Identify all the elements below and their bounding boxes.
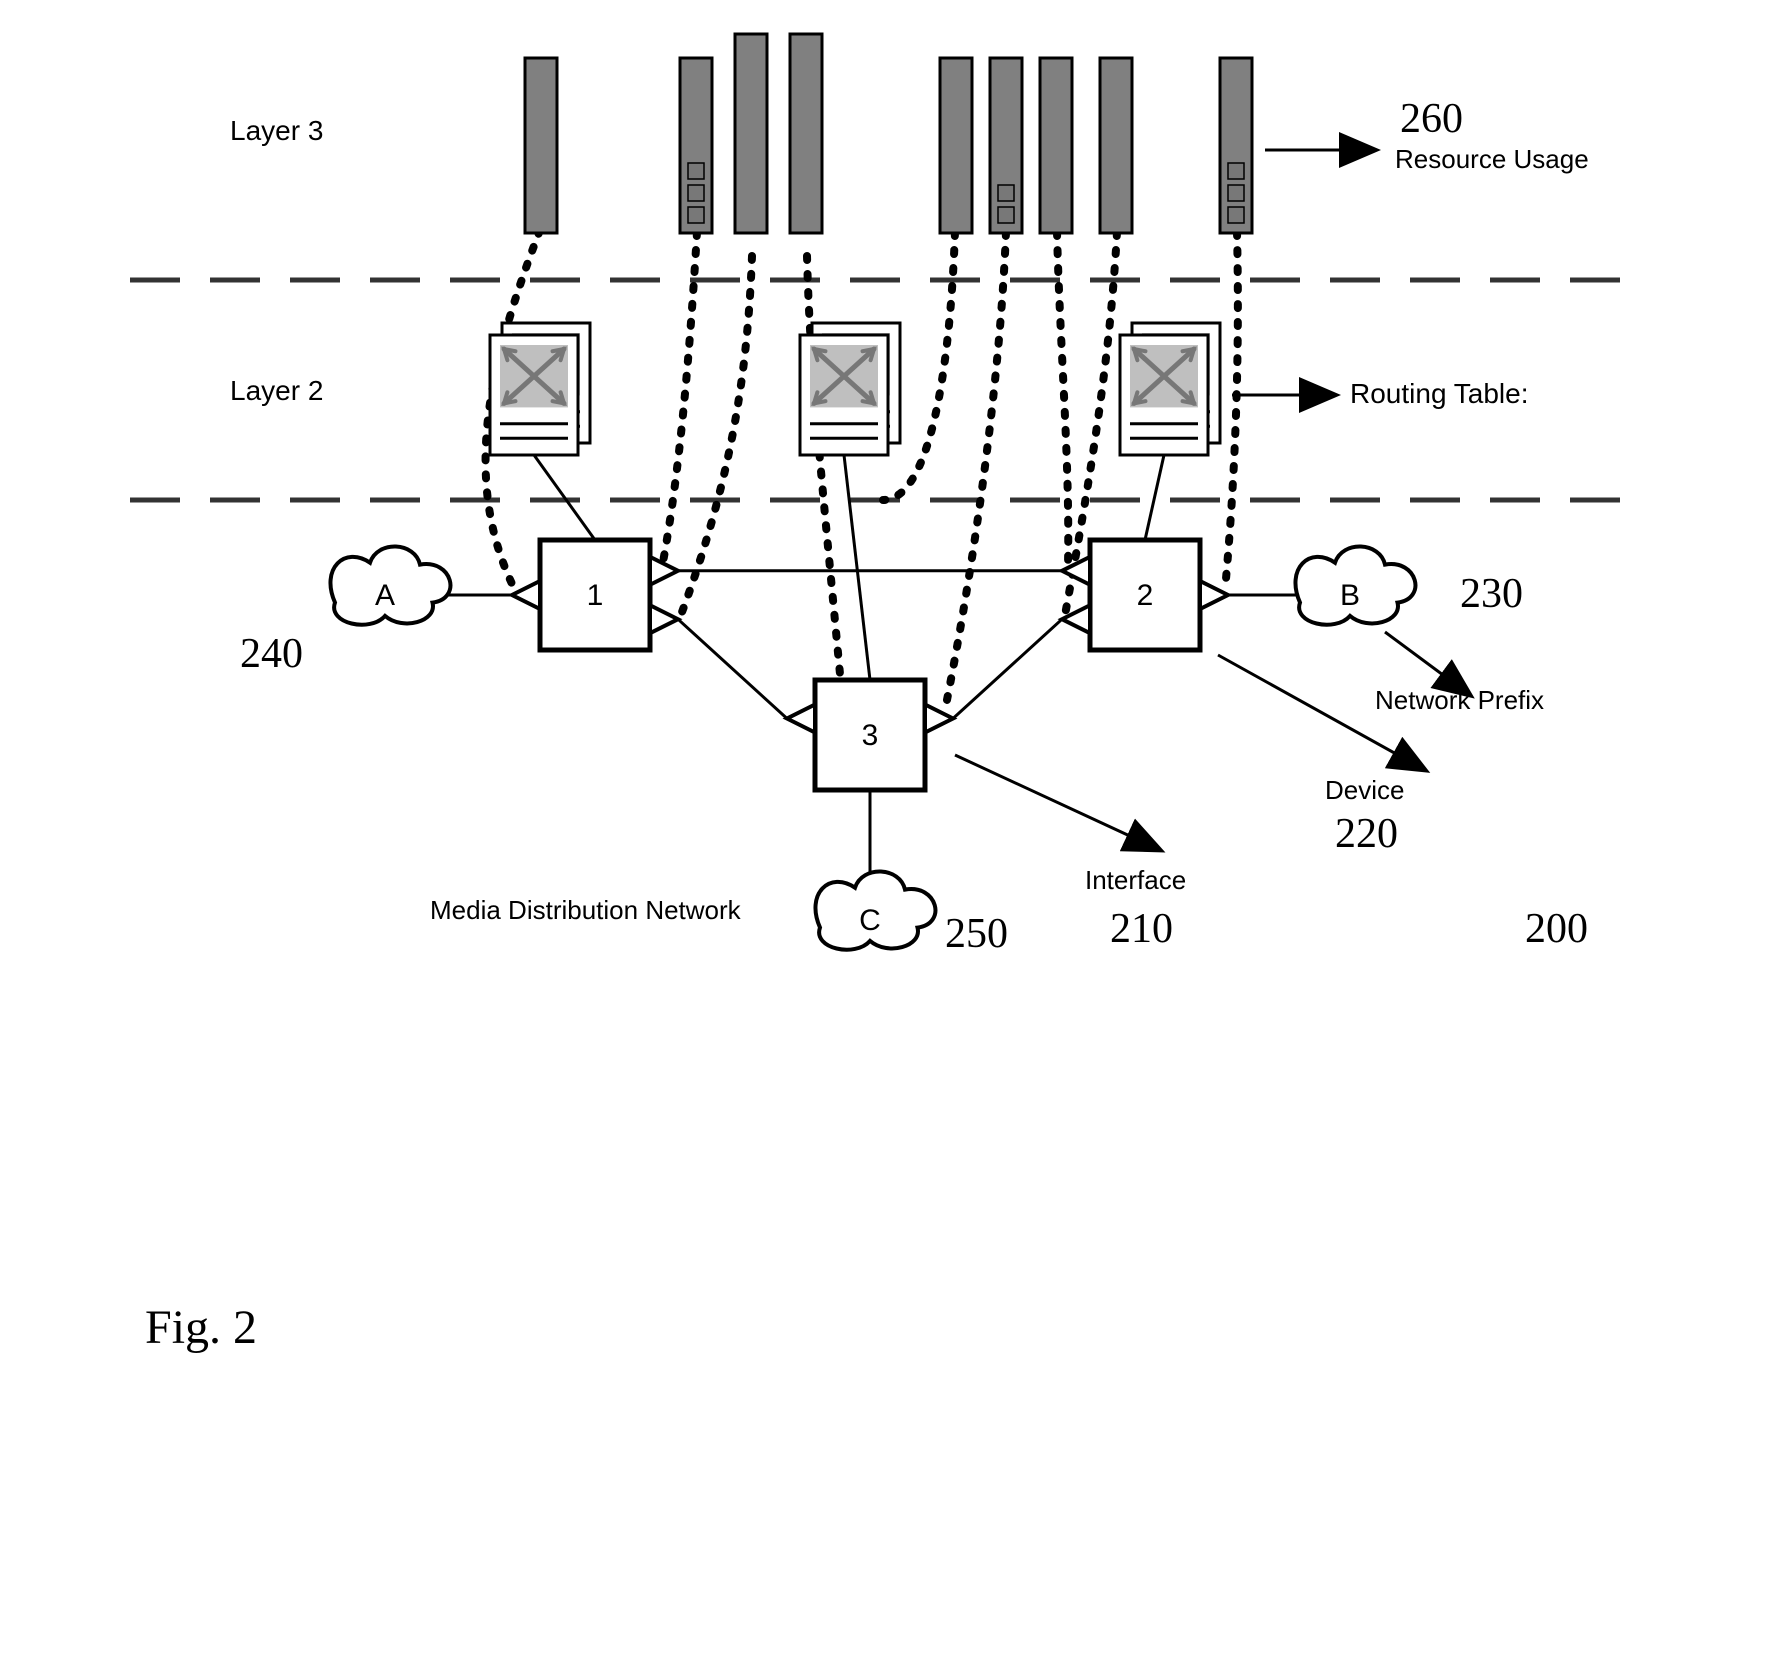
ref-240: 240	[240, 630, 303, 678]
svg-text:3: 3	[862, 719, 879, 752]
solid-links	[435, 455, 1300, 882]
svg-text:1: 1	[587, 579, 604, 612]
ref-230: 230	[1460, 570, 1523, 618]
svg-text:C: C	[859, 904, 881, 937]
layer2-label: Layer 2	[230, 375, 323, 407]
figure-caption: Fig. 2	[145, 1300, 257, 1355]
ref-250: 250	[945, 910, 1008, 958]
media-network-label: Media Distribution Network	[430, 895, 741, 926]
ref-210: 210	[1110, 905, 1173, 953]
diagram-stage: 1 2 3 A B C Layer 3 Layer 2 260 Resource Usa…	[0, 0, 1770, 1678]
ref-200: 200	[1525, 905, 1588, 953]
svg-text:2: 2	[1137, 579, 1154, 612]
resource-bars	[525, 34, 1252, 233]
ref-260: 260	[1400, 95, 1463, 143]
device-label: Device	[1325, 775, 1404, 806]
layer3-label: Layer 3	[230, 115, 323, 147]
routing-tables-label: Routing Table:	[1350, 378, 1529, 410]
diagram-svg: 1 2 3 A B C	[0, 0, 1770, 1678]
network-prefix-label: Network Prefix	[1375, 685, 1544, 716]
svg-text:B: B	[1340, 579, 1360, 612]
svg-text:A: A	[375, 579, 395, 612]
resource-usage-label: Resource Usage	[1395, 145, 1589, 174]
resource-usage-text: Resource Usage	[1395, 144, 1589, 174]
interface-label: Interface	[1085, 865, 1186, 896]
devices: 1 2 3	[540, 540, 1200, 790]
ref-220: 220	[1335, 810, 1398, 858]
